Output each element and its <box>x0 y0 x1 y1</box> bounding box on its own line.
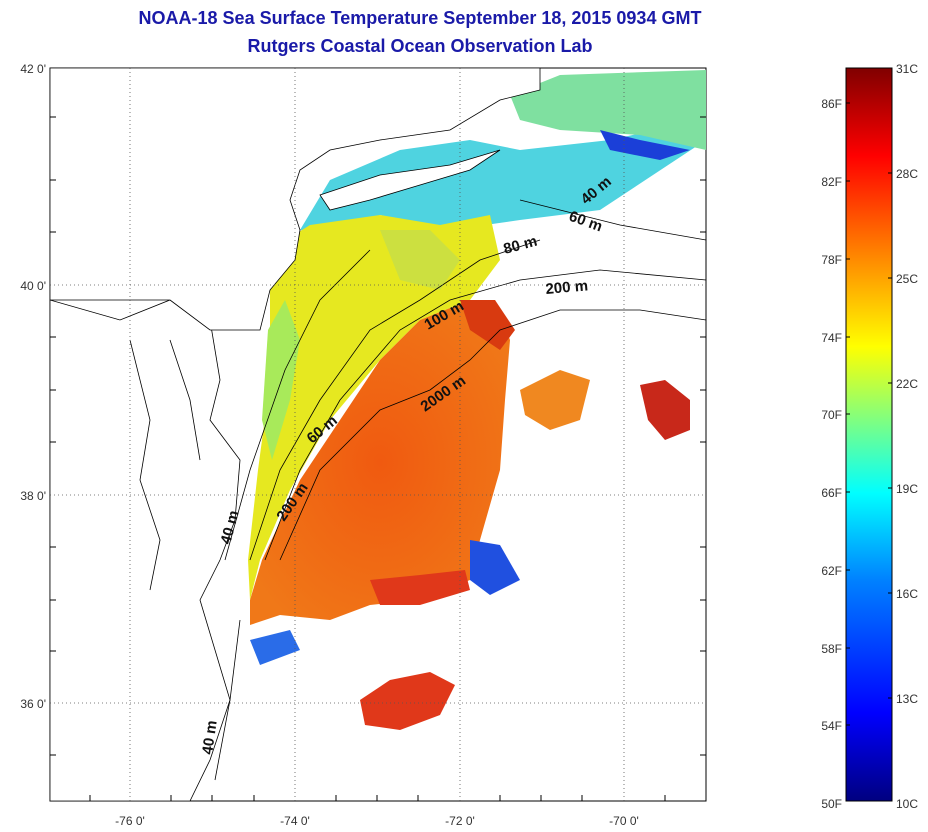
temperature-colorbar <box>845 67 893 802</box>
warm-patch-south <box>360 672 455 730</box>
lat-label-42: 42 0' <box>20 62 46 76</box>
colorbar-c-label: 25C <box>896 272 918 286</box>
lat-label-38: 38 0' <box>20 489 46 503</box>
eddy-east-2 <box>640 380 690 440</box>
colorbar-c-label: 22C <box>896 377 918 391</box>
colorbar-f-label: 86F <box>821 97 842 111</box>
shelf-green-band <box>262 300 300 460</box>
colorbar-f-label: 82F <box>821 175 842 189</box>
colorbar-c-label: 10C <box>896 797 918 811</box>
frame-ticks <box>50 116 706 801</box>
colorbar-c-label: 19C <box>896 482 918 496</box>
lon-label-76: -76 0' <box>115 814 145 828</box>
chesapeake-bay <box>129 339 161 591</box>
colorbar-c-label: 28C <box>896 167 918 181</box>
warm-core-north <box>460 300 515 350</box>
map-subtitle: Rutgers Coastal Ocean Observation Lab <box>247 36 593 56</box>
coastal-cool-water <box>300 120 706 235</box>
colorbar-f-label: 62F <box>821 564 842 578</box>
shelf-mid-patch <box>380 230 460 290</box>
isobath-label: 200 m <box>545 277 589 298</box>
colorbar-f-label: 66F <box>821 486 842 500</box>
shelf-water <box>248 215 500 600</box>
cold-edge-south <box>250 630 300 665</box>
colorbar-c-label: 16C <box>896 587 918 601</box>
colorbar-f-label: 50F <box>821 797 842 811</box>
colorbar-f-label: 58F <box>821 642 842 656</box>
colorbar-f-label: 70F <box>821 408 842 422</box>
colorbar-ticks <box>846 67 892 726</box>
isobath-label: 40 m <box>199 719 221 755</box>
lat-label-40: 40 0' <box>20 279 46 293</box>
colorbar-f-label: 74F <box>821 331 842 345</box>
eddy-east-1 <box>520 370 590 430</box>
cold-edge-east <box>470 540 520 595</box>
lon-label-74: -74 0' <box>280 814 310 828</box>
colorbar-c-label: 31C <box>896 62 918 76</box>
lon-label-72: -72 0' <box>445 814 475 828</box>
map-title: NOAA-18 Sea Surface Temperature Septembe… <box>138 8 702 28</box>
colorbar-f-label: 54F <box>821 719 842 733</box>
long-island <box>319 149 501 211</box>
sst-field <box>50 68 706 801</box>
cold-patch-north <box>600 130 690 160</box>
lon-label-70: -70 0' <box>609 814 639 828</box>
lat-label-36: 36 0' <box>20 697 46 711</box>
gulf-of-maine-water <box>510 70 706 150</box>
delaware-bay <box>169 339 201 461</box>
colorbar-c-label: 13C <box>896 692 918 706</box>
graticule <box>50 68 706 801</box>
northern-coast <box>50 68 541 331</box>
gulf-stream-warm-water <box>250 300 510 625</box>
warm-core-south <box>370 570 470 605</box>
colorbar-f-label: 78F <box>821 253 842 267</box>
